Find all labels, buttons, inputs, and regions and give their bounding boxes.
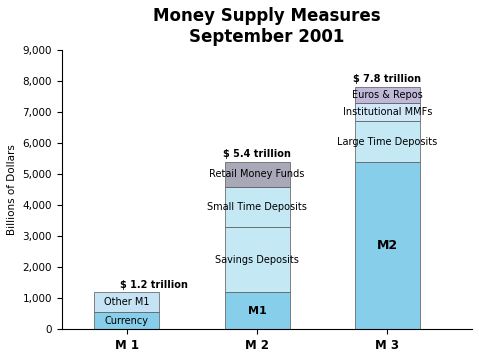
Text: Savings Deposits: Savings Deposits	[215, 255, 299, 265]
Bar	[94, 292, 160, 312]
Bar	[355, 121, 420, 162]
Title: Money Supply Measures
September 2001: Money Supply Measures September 2001	[153, 7, 381, 46]
Text: Currency: Currency	[105, 316, 149, 326]
Bar	[225, 187, 290, 227]
Text: Retail Money Funds: Retail Money Funds	[209, 169, 305, 179]
Bar	[355, 103, 420, 121]
Text: Large Time Deposits: Large Time Deposits	[337, 137, 437, 146]
Text: M2: M2	[377, 239, 398, 252]
Bar	[225, 292, 290, 329]
Bar	[225, 162, 290, 187]
Bar	[355, 162, 420, 329]
Text: Small Time Deposits: Small Time Deposits	[207, 202, 307, 212]
Text: $ 5.4 trillion: $ 5.4 trillion	[223, 149, 291, 159]
Bar	[225, 227, 290, 292]
Text: M1: M1	[248, 306, 266, 316]
Y-axis label: Billions of Dollars: Billions of Dollars	[7, 144, 17, 235]
Text: $ 1.2 trillion: $ 1.2 trillion	[120, 280, 188, 290]
Bar	[94, 312, 160, 329]
Bar	[355, 87, 420, 103]
Text: Institutional MMFs: Institutional MMFs	[342, 107, 432, 117]
Text: $ 7.8 trillion: $ 7.8 trillion	[354, 74, 422, 84]
Text: Euros & Repos: Euros & Repos	[352, 90, 423, 100]
Text: Other M1: Other M1	[104, 297, 149, 307]
